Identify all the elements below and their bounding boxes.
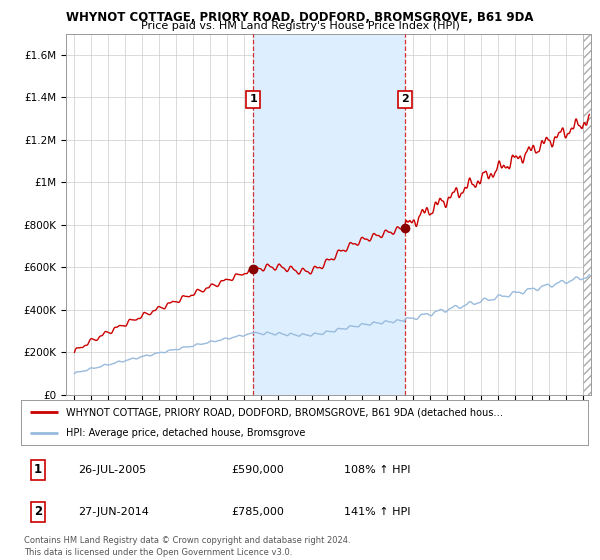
Text: 1: 1 xyxy=(250,95,257,105)
Text: 2: 2 xyxy=(401,95,409,105)
Text: £785,000: £785,000 xyxy=(231,507,284,517)
Text: Price paid vs. HM Land Registry's House Price Index (HPI): Price paid vs. HM Land Registry's House … xyxy=(140,21,460,31)
Text: This data is licensed under the Open Government Licence v3.0.: This data is licensed under the Open Gov… xyxy=(24,548,292,557)
Text: WHYNOT COTTAGE, PRIORY ROAD, DODFORD, BROMSGROVE, B61 9DA (detached hous…: WHYNOT COTTAGE, PRIORY ROAD, DODFORD, BR… xyxy=(67,408,503,418)
Text: HPI: Average price, detached house, Bromsgrove: HPI: Average price, detached house, Brom… xyxy=(67,428,306,438)
Text: 1: 1 xyxy=(34,463,42,477)
Text: 26-JUL-2005: 26-JUL-2005 xyxy=(78,465,146,475)
Text: 108% ↑ HPI: 108% ↑ HPI xyxy=(344,465,410,475)
Text: 2: 2 xyxy=(34,505,42,519)
Text: Contains HM Land Registry data © Crown copyright and database right 2024.: Contains HM Land Registry data © Crown c… xyxy=(24,536,350,545)
Bar xyxy=(253,34,404,395)
Text: WHYNOT COTTAGE, PRIORY ROAD, DODFORD, BROMSGROVE, B61 9DA: WHYNOT COTTAGE, PRIORY ROAD, DODFORD, BR… xyxy=(66,11,534,24)
Text: £590,000: £590,000 xyxy=(231,465,284,475)
Text: 27-JUN-2014: 27-JUN-2014 xyxy=(78,507,149,517)
Text: 141% ↑ HPI: 141% ↑ HPI xyxy=(344,507,410,517)
